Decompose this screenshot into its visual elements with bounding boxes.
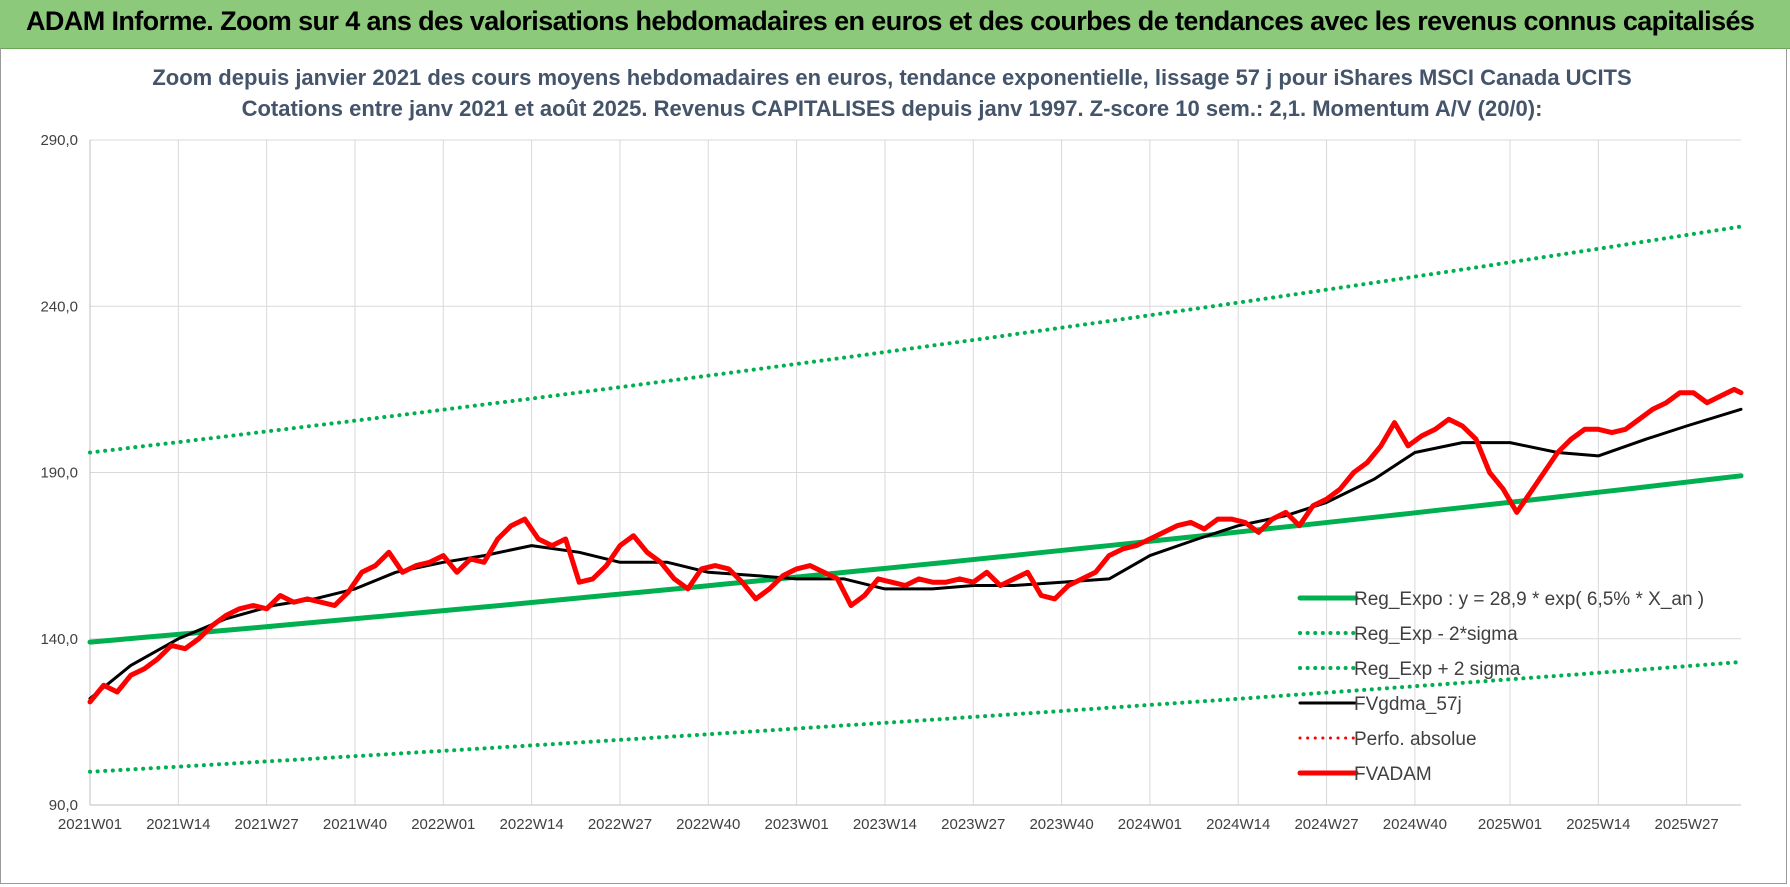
series-line-reg-expo-y-28-9-exp-6-5-x-an	[87, 473, 1744, 645]
series-line-reg-exp-2-sigma	[88, 660, 1743, 774]
x-tick-label: 2025W27	[1655, 816, 1719, 833]
x-tick-label: 2023W27	[941, 816, 1005, 833]
series-line-fvadam	[87, 386, 1744, 705]
x-tick-label: 2021W01	[58, 816, 122, 833]
x-tick-label: 2024W01	[1118, 816, 1182, 833]
report-banner: ADAM Informe. Zoom sur 4 ans des valoris…	[0, 0, 1790, 49]
legend-label: Reg_Exp + 2 sigma	[1354, 659, 1521, 680]
legend-label: Reg_Expo : y = 28,9 * exp( 6,5% * X_an )	[1354, 589, 1704, 610]
series-line-fvgdma-57j	[88, 407, 1743, 701]
x-tick-label: 2023W40	[1029, 816, 1093, 833]
x-tick-label: 2022W40	[676, 816, 740, 833]
series-line-reg-exp-2-sigma	[88, 224, 1743, 455]
legend: Reg_Expo : y = 28,9 * exp( 6,5% * X_an )…	[1297, 589, 1704, 785]
x-tick-label: 2023W14	[853, 816, 917, 833]
x-tick-label: 2023W01	[764, 816, 828, 833]
chart-frame	[0, 48, 1787, 884]
chart-subtitle-line1: Zoom depuis janvier 2021 des cours moyen…	[152, 65, 1631, 90]
legend-label: FVgdma_57j	[1354, 694, 1462, 715]
y-tick-label: 240,0	[40, 298, 78, 315]
legend-label: FVADAM	[1354, 764, 1432, 785]
chart-area: Zoom depuis janvier 2021 des cours moyen…	[40, 65, 1744, 833]
x-tick-label: 2021W27	[235, 816, 299, 833]
legend-label: Perfo. absolue	[1354, 729, 1477, 750]
y-tick-label: 190,0	[40, 465, 78, 482]
x-tick-label: 2021W40	[323, 816, 387, 833]
x-tick-label: 2025W14	[1566, 816, 1630, 833]
x-tick-label: 2021W14	[146, 816, 210, 833]
y-tick-label: 140,0	[40, 631, 78, 648]
x-tick-label: 2024W40	[1383, 816, 1447, 833]
plot-series	[87, 224, 1744, 774]
x-axis: 2021W01 2021W14 2021W27 2021W40 2022W01 2022W…	[58, 816, 1719, 833]
x-tick-label: 2024W14	[1206, 816, 1270, 833]
x-tick-label: 2025W01	[1478, 816, 1542, 833]
gridlines	[89, 139, 1741, 806]
x-tick-label: 2022W27	[588, 816, 652, 833]
legend-label: Reg_Exp - 2*sigma	[1354, 624, 1518, 645]
y-tick-label: 90,0	[49, 797, 78, 814]
report-title: ADAM Informe. Zoom sur 4 ans des valoris…	[26, 6, 1755, 36]
x-tick-label: 2024W27	[1294, 816, 1358, 833]
chart-subtitle-line2: Cotations entre janv 2021 et août 2025. …	[242, 96, 1543, 121]
x-tick-label: 2022W14	[500, 816, 564, 833]
y-axis: 90,0 140,0 190,0 240,0 290,0	[40, 132, 78, 814]
y-tick-label: 290,0	[40, 132, 78, 149]
x-tick-label: 2022W01	[411, 816, 475, 833]
